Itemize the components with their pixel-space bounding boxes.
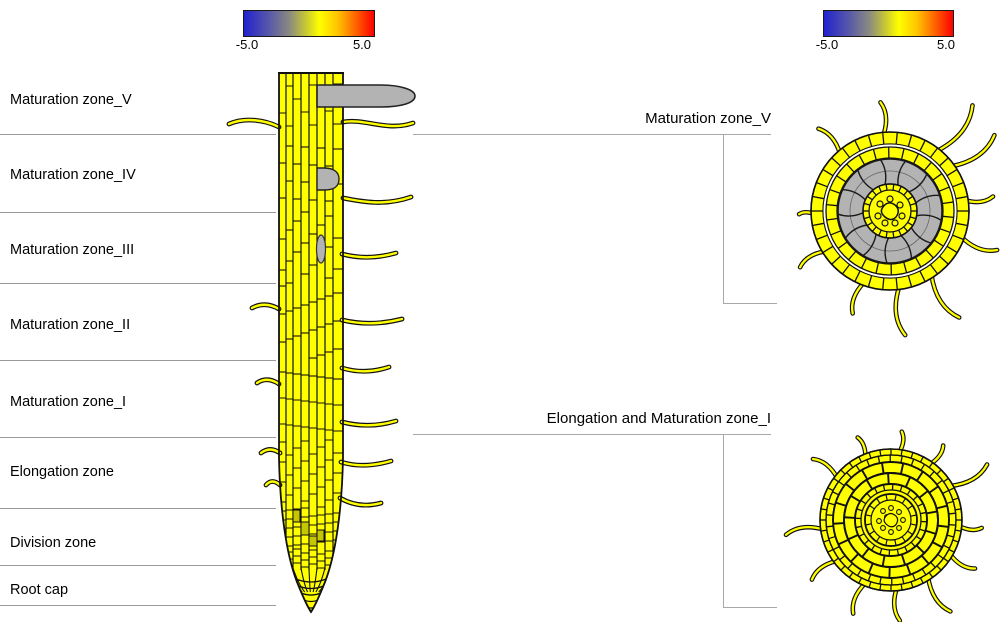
zone-boundary-line <box>0 605 276 606</box>
zone-boundary-line <box>0 437 276 438</box>
cross-section-elongation-maturation-i[interactable] <box>778 408 1000 622</box>
cross-section-maturation-v[interactable] <box>790 96 1000 340</box>
color-scale-right-max-label: 5.0 <box>936 37 956 52</box>
color-scale-bar-left <box>243 10 375 37</box>
section-connector-line <box>723 607 777 608</box>
color-scale-left-max-label: 5.0 <box>352 37 372 52</box>
section-label-elongation-maturation-i: Elongation and Maturation zone_I <box>546 410 771 427</box>
root-hair <box>816 126 843 156</box>
zone-boundary-line <box>0 565 276 566</box>
zone-label-division: Division zone <box>10 535 97 551</box>
root-hair <box>934 103 975 154</box>
zone-label-maturation-ii: Maturation zone_II <box>10 317 131 333</box>
root-hair <box>809 558 839 582</box>
root-longitudinal-view[interactable] <box>225 70 417 622</box>
lateral-root-primordium[interactable] <box>316 84 416 108</box>
stele-center <box>883 512 899 528</box>
zone-label-root-cap: Root cap <box>10 582 69 598</box>
root-hair <box>947 462 990 489</box>
zone-label-elongation: Elongation zone <box>10 464 114 480</box>
zone-label-maturation-iii: Maturation zone_III <box>10 242 135 258</box>
zone-boundary-line <box>0 212 276 213</box>
root-hair <box>925 574 953 614</box>
lateral-root-primordium-young[interactable] <box>316 167 340 191</box>
root-hair <box>797 249 828 270</box>
color-scale-left-min-label: -5.0 <box>235 37 259 52</box>
color-scale-right-min-label: -5.0 <box>815 37 839 52</box>
section-connector-line <box>413 434 771 435</box>
root-hair <box>949 132 997 169</box>
zone-label-maturation-i: Maturation zone_I <box>10 394 127 410</box>
section-label-maturation-v: Maturation zone_V <box>645 110 771 127</box>
root-hair <box>929 272 962 320</box>
zone-label-maturation-v: Maturation zone_V <box>10 92 132 108</box>
zone-boundary-line <box>0 360 276 361</box>
zone-boundary-line <box>0 283 276 284</box>
section-connector-line <box>413 134 771 135</box>
root-hair <box>810 456 840 481</box>
section-connector-line <box>723 434 724 608</box>
section-connector-line <box>723 134 724 304</box>
zone-boundary-line <box>0 134 276 135</box>
zone-label-maturation-iv: Maturation zone_IV <box>10 167 136 183</box>
root-body-cells <box>279 73 343 612</box>
color-scale-bar-right <box>823 10 954 37</box>
root-outline <box>278 72 344 614</box>
lateral-root-initiation-site[interactable] <box>315 234 327 264</box>
zone-boundary-line <box>0 508 276 509</box>
stele-center <box>880 202 899 221</box>
section-connector-line <box>723 303 777 304</box>
